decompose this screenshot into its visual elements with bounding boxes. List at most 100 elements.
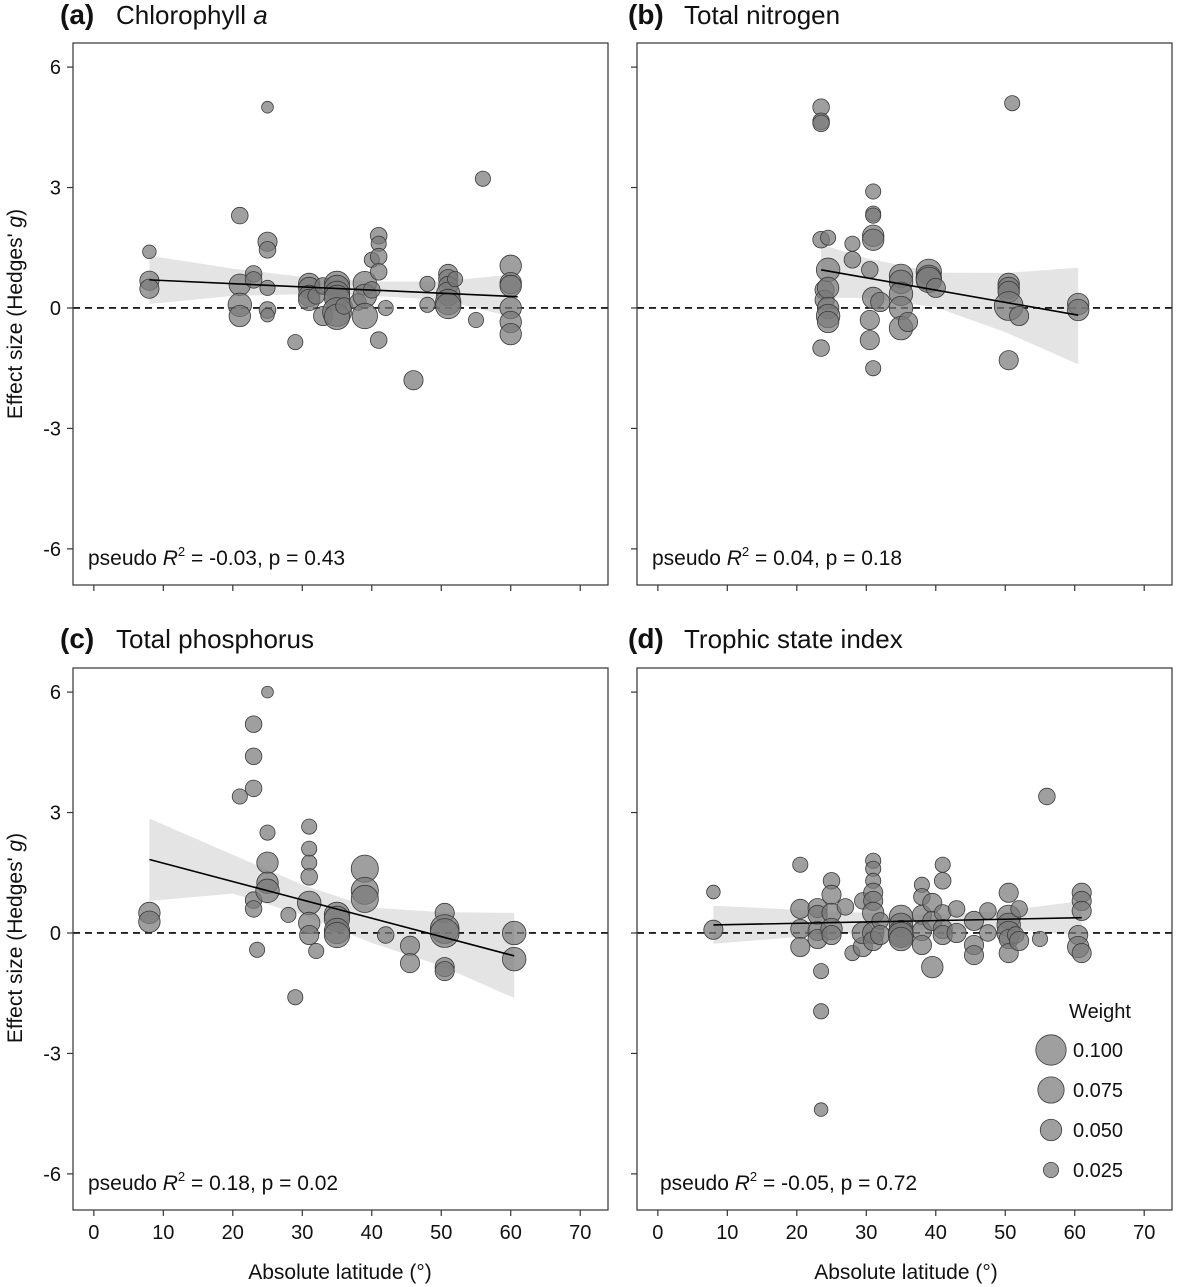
- data-point: [301, 840, 318, 857]
- data-point: [142, 244, 157, 259]
- data-point: [921, 955, 944, 979]
- data-point: [434, 961, 455, 982]
- data-point: [350, 884, 379, 913]
- data-point: [1032, 931, 1048, 947]
- data-point: [790, 937, 811, 958]
- data-point: [1004, 95, 1021, 112]
- x-tick-label: 50: [430, 1222, 452, 1244]
- data-point: [1009, 931, 1030, 952]
- data-point: [790, 898, 811, 919]
- data-point: [499, 322, 522, 346]
- data-point: [836, 898, 855, 916]
- data-point: [228, 304, 251, 328]
- data-point: [1010, 900, 1028, 918]
- y-tick-label: 0: [50, 298, 61, 320]
- data-point: [399, 935, 420, 956]
- y-tick-label: 3: [50, 178, 61, 200]
- data-point: [859, 330, 880, 351]
- legend-symbol: [1037, 1076, 1065, 1104]
- data-point: [703, 919, 724, 940]
- data-point: [403, 370, 424, 391]
- data-point: [843, 251, 862, 269]
- x-tick-label: 30: [291, 1222, 313, 1244]
- x-tick-label: 0: [652, 1222, 663, 1244]
- data-point: [297, 890, 322, 916]
- legend-symbol: [1043, 1162, 1059, 1178]
- data-point: [821, 884, 842, 905]
- panel-b: (b) Total nitrogen pseudo R2 = 0.04, p = 0…: [628, 0, 1173, 591]
- data-point: [474, 170, 491, 187]
- data-point: [862, 228, 885, 251]
- data-point: [934, 856, 951, 873]
- panel-frame-d: [636, 667, 1173, 1211]
- data-point: [813, 963, 830, 980]
- data-point: [447, 271, 464, 288]
- regression-line-d: [713, 916, 1082, 926]
- data-point: [231, 206, 249, 225]
- data-point: [964, 945, 985, 966]
- data-point: [911, 935, 932, 956]
- x-tick-label: 60: [500, 1222, 522, 1244]
- x-tick-label: 10: [152, 1222, 174, 1244]
- data-point: [139, 278, 160, 299]
- data-point: [299, 925, 320, 946]
- y-axis-title-top: Effect size (Hedges' g): [4, 209, 27, 419]
- data-point: [865, 360, 882, 377]
- data-point: [249, 941, 266, 958]
- x-tick-label: 70: [569, 1222, 591, 1244]
- data-point: [376, 926, 395, 944]
- x-axis-title-left: Absolute latitude (°): [248, 1261, 432, 1284]
- data-point: [933, 872, 952, 890]
- regression-line-a: [149, 279, 518, 298]
- legend-label: 0.100: [1073, 1040, 1123, 1062]
- data-point: [998, 882, 1019, 903]
- data-point: [813, 1003, 830, 1020]
- stat-annotation-d: pseudo R2 = -0.05, p = 0.72: [660, 1169, 917, 1195]
- y-tick-label: -3: [43, 1043, 61, 1065]
- data-point: [377, 300, 394, 316]
- panel-letter-b: (b): [628, 0, 664, 30]
- y-tick-label: -6: [43, 539, 61, 561]
- data-point: [351, 302, 378, 330]
- panel-a: (a) Chlorophyll a 6 3 0 -3 -6 pseudo R2 = -0.03…: [43, 0, 609, 591]
- data-point: [468, 312, 484, 328]
- data-point: [1071, 900, 1092, 921]
- panel-frame-c: [72, 667, 609, 1211]
- y-tick-label: -3: [43, 418, 61, 440]
- x-tick-label: 40: [925, 1222, 947, 1244]
- stat-annotation-a: pseudo R2 = -0.03, p = 0.43: [88, 544, 345, 570]
- legend-label: 0.050: [1073, 1120, 1123, 1142]
- data-point: [820, 229, 837, 246]
- data-point: [1009, 305, 1030, 326]
- data-point: [369, 247, 388, 266]
- data-point: [138, 910, 161, 933]
- panel-letter-d: (d): [628, 623, 664, 654]
- data-point: [287, 989, 304, 1006]
- data-point: [865, 207, 882, 224]
- legend-title: Weight: [1069, 1001, 1131, 1023]
- legend-label: 0.075: [1073, 1080, 1123, 1102]
- weight-legend: Weight 0.100 0.075 0.050 0.025: [1035, 1001, 1131, 1182]
- data-point: [244, 747, 263, 766]
- x-tick-label: 60: [1064, 1222, 1086, 1244]
- data-point: [308, 943, 325, 959]
- data-point: [287, 334, 304, 351]
- data-point: [979, 902, 997, 920]
- data-point: [369, 331, 388, 349]
- data-point: [419, 296, 436, 313]
- y-tick-label: 3: [50, 803, 61, 825]
- y-tick-label: 6: [50, 57, 61, 79]
- data-point: [898, 311, 919, 332]
- x-tick-label: 10: [716, 1222, 738, 1244]
- data-point: [280, 906, 297, 923]
- data-point: [261, 685, 274, 699]
- panel-frame-a: [72, 42, 609, 586]
- regression-line-c: [149, 858, 515, 957]
- legend-symbol: [1039, 1118, 1063, 1142]
- x-tick-label: 40: [361, 1222, 383, 1244]
- data-point: [964, 910, 985, 931]
- x-tick-label: 70: [1133, 1222, 1155, 1244]
- x-axis-title-right: Absolute latitude (°): [814, 1261, 998, 1284]
